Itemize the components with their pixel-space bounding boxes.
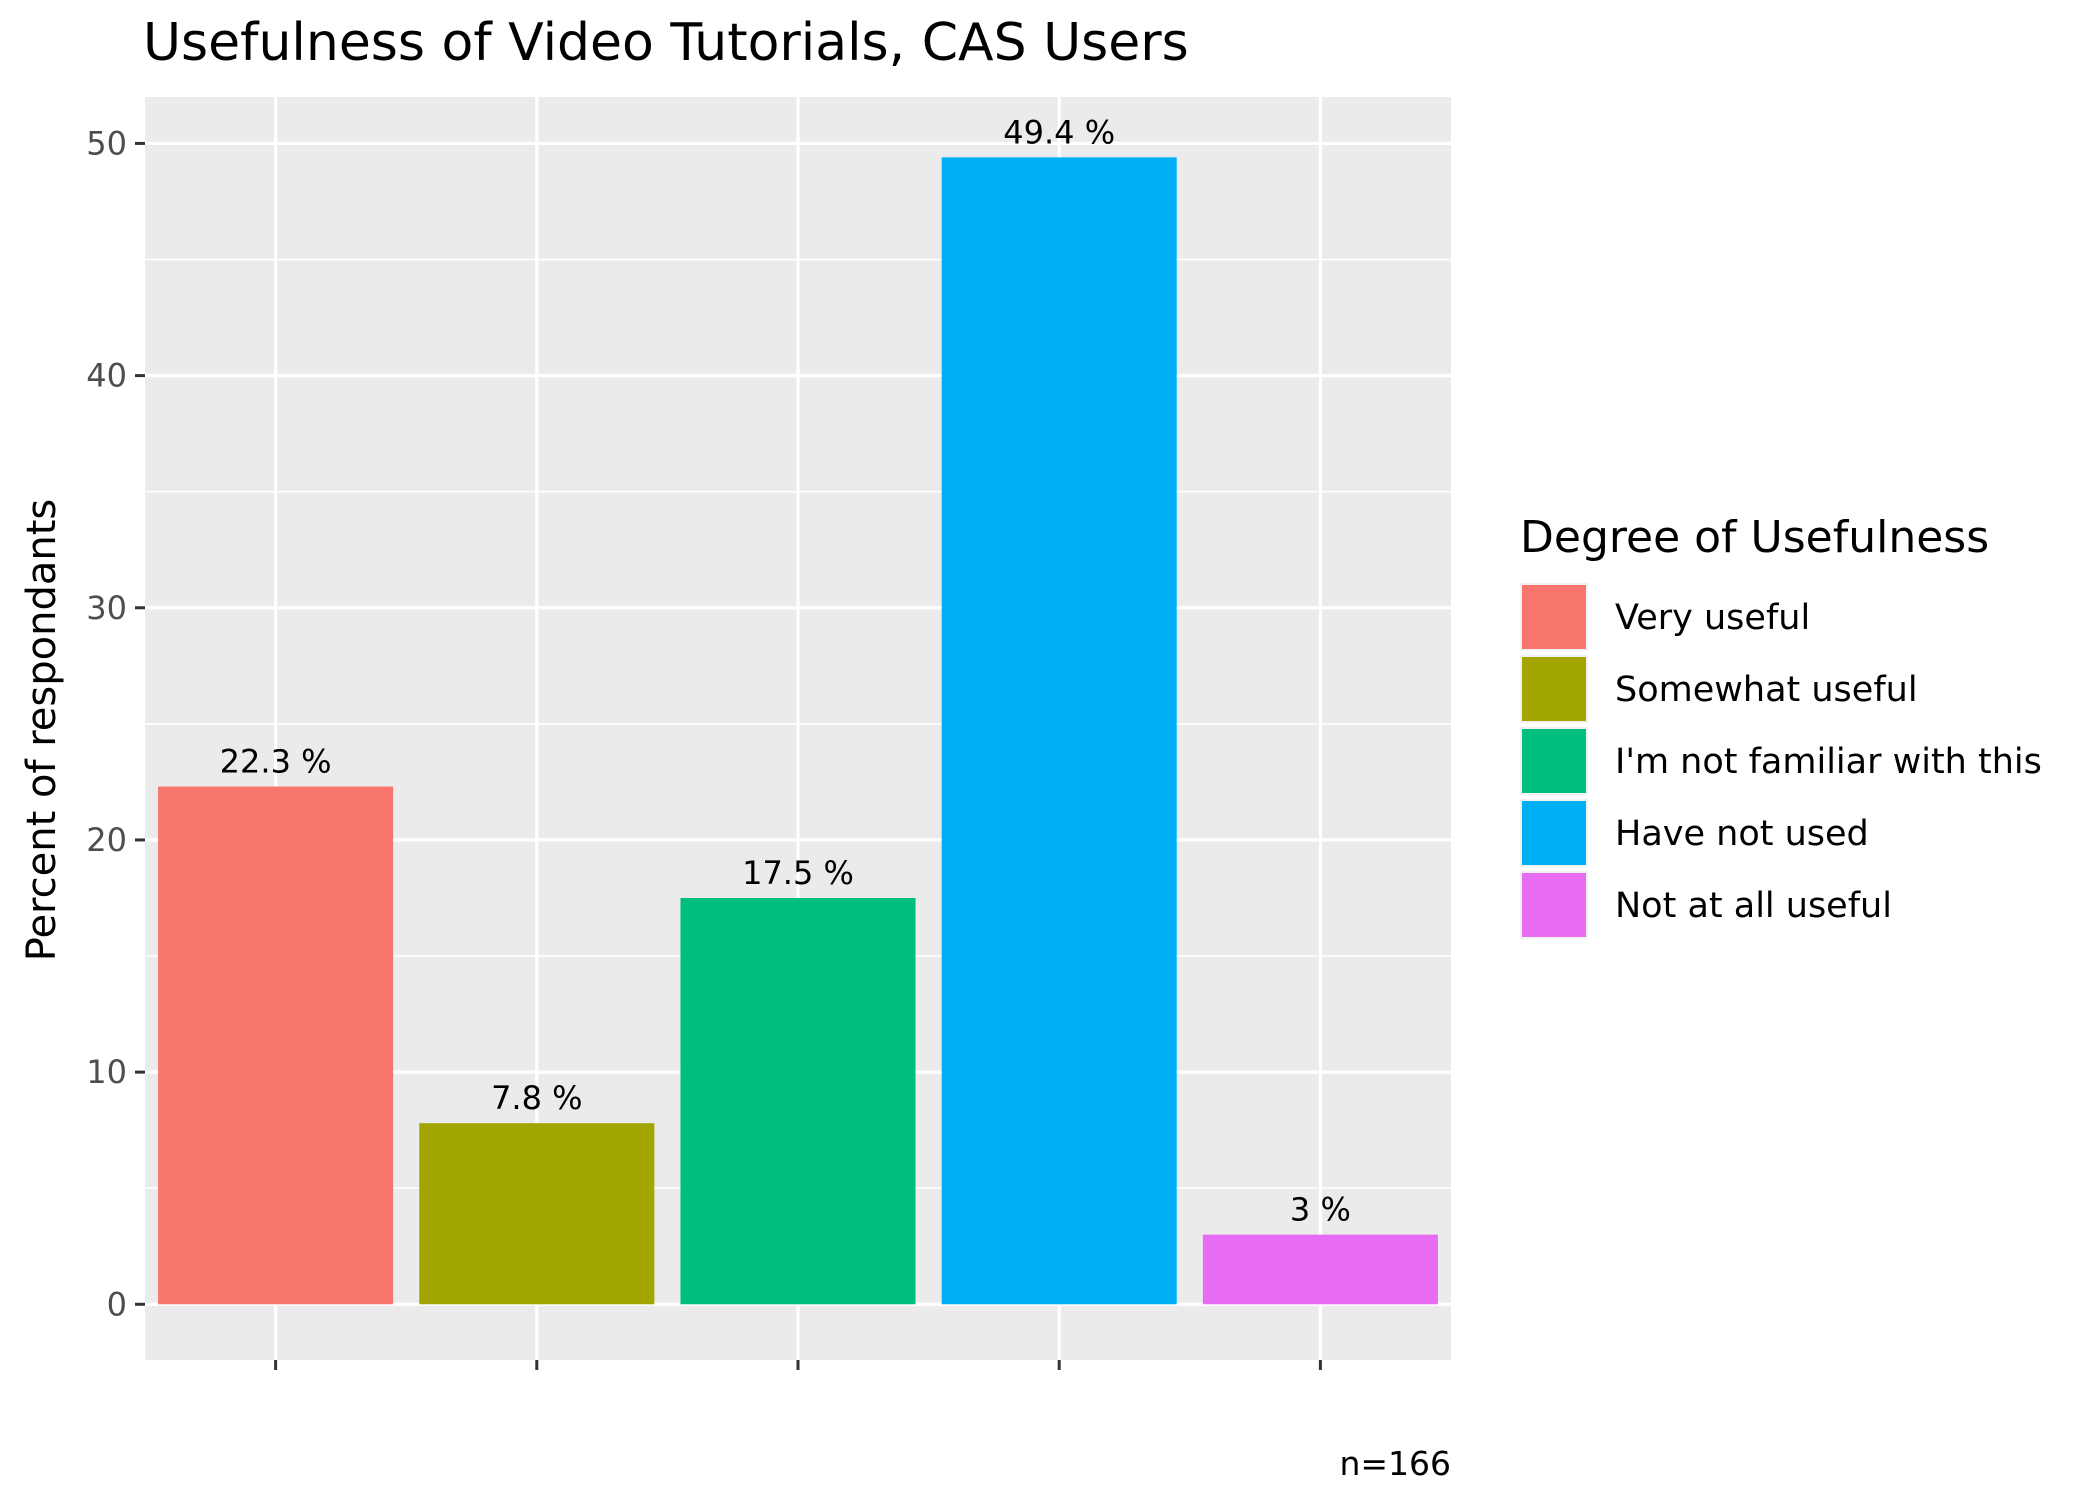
legend-title: Degree of Usefulness <box>1520 512 1989 563</box>
bar-data-label: 49.4 % <box>1003 113 1115 151</box>
y-tick-label: 20 <box>86 821 127 859</box>
y-tick-label: 10 <box>86 1053 127 1091</box>
legend-swatch <box>1522 657 1586 721</box>
y-axis-title: Percent of respondants <box>19 499 65 962</box>
bar-data-label: 7.8 % <box>491 1079 582 1117</box>
legend-items: Very useful Somewhat useful I'm not famili… <box>1520 583 2042 939</box>
chart-title: Usefulness of Video Tutorials, CAS Users <box>143 13 1189 73</box>
bar-data-label: 22.3 % <box>220 743 332 781</box>
legend-swatch <box>1522 801 1586 865</box>
legend-swatch <box>1522 873 1586 937</box>
bar <box>680 897 916 1305</box>
bar <box>941 157 1177 1305</box>
y-tick-label: 30 <box>86 589 127 627</box>
legend-label: Somewhat useful <box>1615 670 1918 710</box>
bar-data-label: 3 % <box>1290 1191 1351 1229</box>
bar <box>1202 1234 1438 1305</box>
y-tick-label: 50 <box>86 124 127 162</box>
caption: n=166 <box>1339 1444 1451 1483</box>
bar <box>419 1123 655 1305</box>
legend-swatch <box>1522 729 1586 793</box>
x-axis <box>274 1360 1322 1370</box>
legend-label: I'm not familiar with this <box>1615 742 2042 782</box>
legend-label: Very useful <box>1615 598 1810 638</box>
data-labels: 22.3 % 7.8 % 17.5 % 49.4 % 3 % <box>220 113 1351 1228</box>
bar-data-label: 17.5 % <box>742 854 854 892</box>
y-axis: 0 10 20 30 40 50 <box>86 124 145 1323</box>
legend-swatch <box>1522 585 1586 649</box>
legend-label: Have not used <box>1615 814 1869 854</box>
bar <box>158 786 394 1305</box>
legend: Degree of Usefulness Very useful Somewhat… <box>1520 512 2042 939</box>
y-tick-label: 0 <box>107 1285 127 1323</box>
y-tick-label: 40 <box>86 357 127 395</box>
bars <box>158 157 1438 1305</box>
legend-label: Not at all useful <box>1615 886 1892 926</box>
